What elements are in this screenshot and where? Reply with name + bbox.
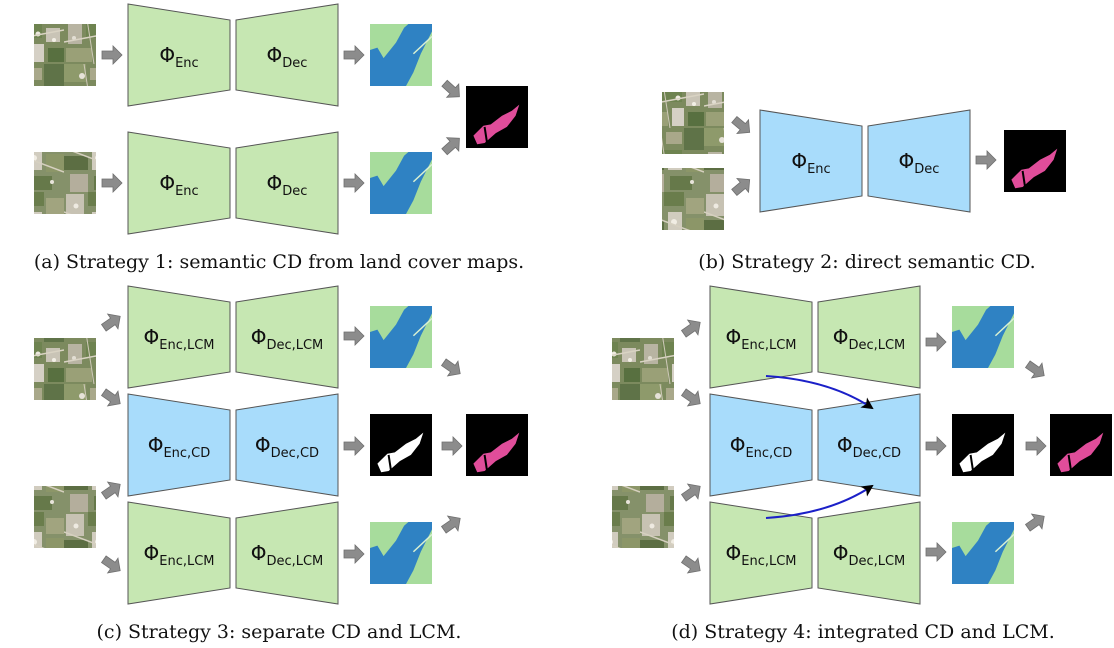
- arrow-c5: [343, 326, 365, 346]
- land-cover-map-a1: [370, 24, 433, 86]
- arrow-c6: [343, 436, 365, 456]
- encoder-a2: ΦEnc: [127, 131, 231, 235]
- arrow-a2: [101, 173, 123, 193]
- arrow-d7: [925, 542, 947, 562]
- skip-connection-bottom: [765, 484, 874, 519]
- arrow-d1: [680, 319, 701, 338]
- caption-a: (a) Strategy 1: semantic CD from land co…: [34, 251, 524, 273]
- caption-d: (d) Strategy 4: integrated CD and LCM.: [671, 621, 1055, 643]
- arrow-b2: [731, 177, 751, 197]
- arrow-c1: [100, 313, 121, 332]
- arrow-a5: [441, 79, 460, 98]
- encoder-cd-c-label: ΦEnc,CD: [148, 433, 211, 461]
- arrow-c2: [100, 388, 121, 407]
- decoder-lcm-d1-label: ΦDec,LCM: [833, 325, 906, 353]
- encoder-lcm-d2: ΦEnc,LCM: [709, 501, 813, 605]
- decoder-lcm-c2: ΦDec,LCM: [235, 501, 339, 605]
- encoder-cd-d: ΦEnc,CD: [709, 393, 813, 497]
- encoder-a1-label: ΦEnc: [159, 43, 198, 71]
- land-cover-map-d2: [952, 522, 1015, 584]
- input-image-2a: [34, 152, 96, 214]
- arrow-c7: [343, 544, 365, 564]
- arrow-c10: [440, 515, 461, 534]
- input-image-1b: [662, 92, 724, 154]
- arrow-d2: [680, 388, 701, 407]
- caption-c: (c) Strategy 3: separate CD and LCM.: [97, 621, 462, 643]
- arrow-c8: [440, 358, 461, 377]
- arrow-a3: [343, 45, 365, 65]
- decoder-lcm-d2: ΦDec,LCM: [817, 501, 921, 605]
- decoder-lcm-c1: ΦDec,LCM: [235, 285, 339, 389]
- encoder-b-label: ΦEnc: [791, 149, 830, 177]
- change-map-c: [466, 414, 528, 476]
- decoder-cd-d-label: ΦDec,CD: [837, 433, 901, 461]
- arrow-b1: [731, 115, 751, 135]
- arrow-b3: [975, 150, 997, 170]
- input-image-1d: [612, 338, 674, 400]
- input-image-2d: [612, 486, 674, 548]
- arrow-d4: [680, 555, 701, 574]
- caption-b: (b) Strategy 2: direct semantic CD.: [698, 251, 1035, 273]
- change-map-b: [1004, 130, 1066, 192]
- encoder-lcm-d1-label: ΦEnc,LCM: [725, 325, 796, 353]
- encoder-lcm-c1-label: ΦEnc,LCM: [143, 325, 214, 353]
- encoder-b: ΦEnc: [759, 109, 863, 213]
- change-map-a: [466, 86, 528, 148]
- arrow-a6: [441, 137, 460, 156]
- land-cover-map-a2: [370, 152, 433, 214]
- input-image-2c: [34, 486, 96, 548]
- decoder-lcm-c2-label: ΦDec,LCM: [251, 541, 324, 569]
- decoder-cd-c-label: ΦDec,CD: [255, 433, 319, 461]
- decoder-cd-c: ΦDec,CD: [235, 393, 339, 497]
- decoder-a2-label: ΦDec: [267, 171, 308, 199]
- encoder-cd-d-label: ΦEnc,CD: [730, 433, 793, 461]
- encoder-a1: ΦEnc: [127, 3, 231, 107]
- decoder-cd-d: ΦDec,CD: [817, 393, 921, 497]
- arrow-a1: [101, 45, 123, 65]
- arrow-d3: [680, 483, 701, 502]
- arrow-d5: [925, 332, 947, 352]
- encoder-lcm-c2: ΦEnc,LCM: [127, 501, 231, 605]
- land-cover-map-c2: [370, 522, 433, 584]
- binary-change-map-d: [952, 414, 1014, 476]
- arrow-c9: [441, 436, 463, 456]
- encoder-lcm-d2-label: ΦEnc,LCM: [725, 541, 796, 569]
- arrow-d8: [1024, 360, 1045, 379]
- input-image-1c: [34, 338, 96, 400]
- land-cover-map-d1: [952, 306, 1015, 368]
- encoder-cd-c: ΦEnc,CD: [127, 393, 231, 497]
- decoder-lcm-d2-label: ΦDec,LCM: [833, 541, 906, 569]
- land-cover-map-c1: [370, 306, 433, 368]
- decoder-a1-label: ΦDec: [267, 43, 308, 71]
- input-image-1a: [34, 24, 96, 86]
- binary-change-map-c: [370, 414, 432, 476]
- decoder-lcm-c1-label: ΦDec,LCM: [251, 325, 324, 353]
- encoder-a2-label: ΦEnc: [159, 171, 198, 199]
- decoder-a1: ΦDec: [235, 3, 339, 107]
- encoder-lcm-d1: ΦEnc,LCM: [709, 285, 813, 389]
- input-image-2b: [662, 168, 724, 230]
- arrow-c4: [100, 555, 121, 574]
- encoder-lcm-c1: ΦEnc,LCM: [127, 285, 231, 389]
- arrow-d6: [925, 436, 947, 456]
- change-map-d: [1050, 414, 1112, 476]
- decoder-b-label: ΦDec: [899, 149, 940, 177]
- arrow-d10: [1024, 513, 1045, 532]
- arrow-c3: [100, 481, 121, 500]
- decoder-b: ΦDec: [867, 109, 971, 213]
- arrow-d9: [1025, 436, 1047, 456]
- decoder-a2: ΦDec: [235, 131, 339, 235]
- skip-connection-top: [765, 375, 874, 410]
- encoder-lcm-c2-label: ΦEnc,LCM: [143, 541, 214, 569]
- arrow-a4: [343, 173, 365, 193]
- decoder-lcm-d1: ΦDec,LCM: [817, 285, 921, 389]
